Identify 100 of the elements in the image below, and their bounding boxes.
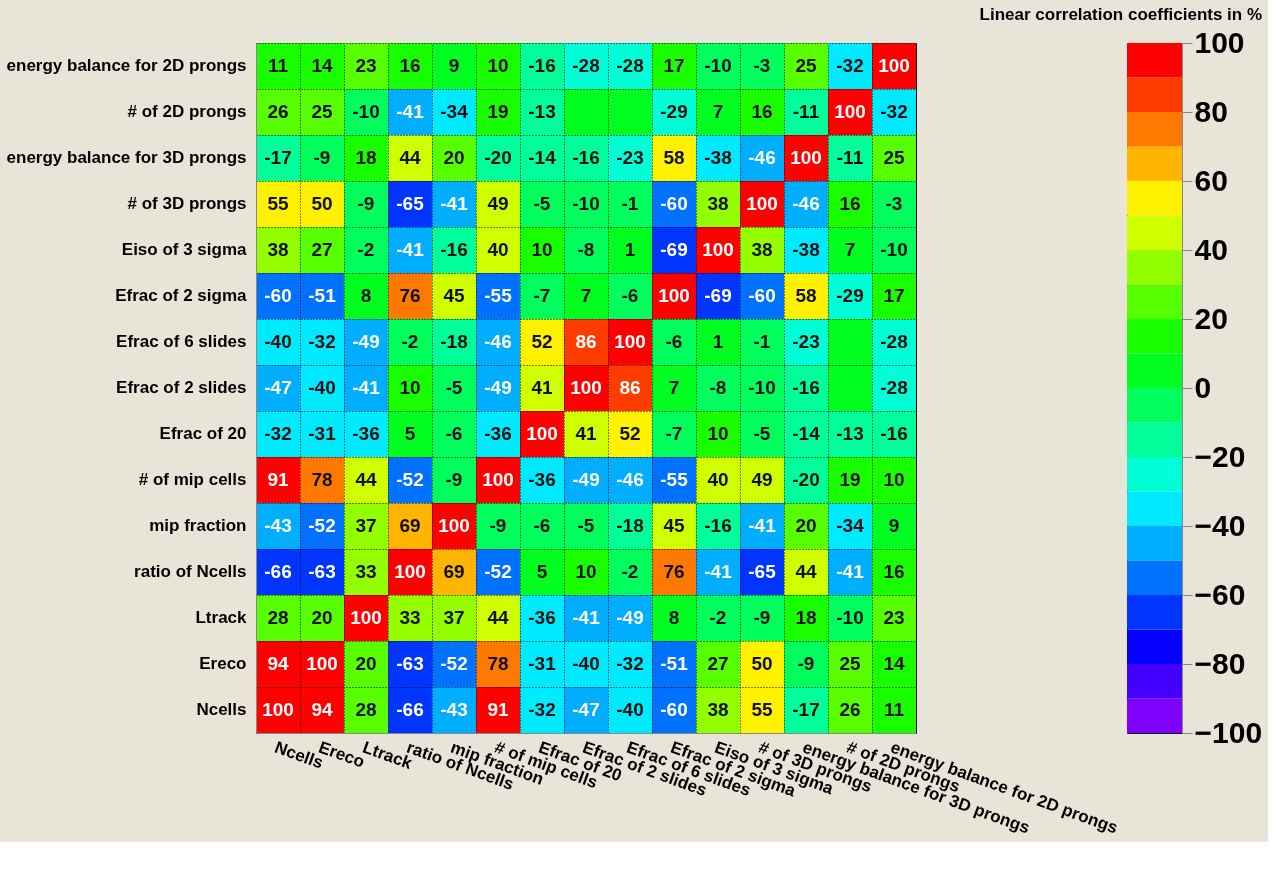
data-label: 100 [834, 101, 866, 122]
data-label: -13 [528, 101, 556, 122]
data-label: -3 [753, 55, 771, 76]
y-tick-label: Ncells [196, 700, 247, 719]
text: Linear correlation coefficients in % [979, 4, 1263, 24]
data-label: 19 [839, 469, 861, 490]
data-label: 1 [712, 331, 724, 352]
data-label: 7 [580, 285, 592, 306]
data-label: -66 [264, 561, 292, 582]
data-label: 11 [267, 55, 289, 76]
data-label: 20 [795, 515, 817, 536]
data-label: 17 [883, 285, 905, 306]
data-label: -6 [665, 331, 683, 352]
data-label: 100 [746, 193, 778, 214]
data-label: 52 [619, 423, 641, 444]
data-label: 37 [355, 515, 377, 536]
data-label: -69 [660, 239, 688, 260]
data-label: -11 [836, 147, 864, 168]
data-label: 10 [399, 377, 421, 398]
data-label: -32 [880, 101, 908, 122]
data-label: 10 [531, 239, 553, 260]
data-label: 14 [883, 653, 905, 674]
data-label: 10 [575, 561, 597, 582]
data-label: -31 [308, 423, 337, 444]
data-label: -31 [528, 653, 557, 674]
data-label: -10 [572, 193, 600, 214]
data-label: 25 [839, 653, 861, 674]
data-label: 20 [355, 653, 377, 674]
data-label: -49 [616, 607, 644, 628]
data-label: 41 [531, 377, 553, 398]
data-label: 55 [267, 193, 289, 214]
data-label: 25 [883, 147, 905, 168]
data-label: 100 [306, 653, 338, 674]
y-tick-label: Efrac of 20 [159, 424, 247, 443]
data-label: -47 [264, 377, 292, 398]
data-label: -3 [885, 193, 903, 214]
data-label: 8 [668, 607, 680, 628]
data-label: 76 [663, 561, 685, 582]
data-label: -5 [445, 377, 463, 398]
data-label: -43 [264, 515, 292, 536]
data-label: -9 [797, 653, 815, 674]
data-label: -63 [308, 561, 336, 582]
data-label: -1 [621, 193, 639, 214]
data-label: -46 [484, 331, 512, 352]
data-label: 78 [487, 653, 509, 674]
data-label: 44 [487, 607, 509, 628]
data-label: 100 [658, 285, 690, 306]
color-bar-label: 20 [1194, 301, 1228, 335]
data-label: 100 [394, 561, 426, 582]
data-label: 26 [267, 101, 289, 122]
y-tick-label: # of 2D prongs [127, 102, 247, 121]
data-label: -66 [396, 699, 424, 720]
data-label: -36 [484, 423, 512, 444]
data-label: -36 [352, 423, 380, 444]
data-label: -9 [445, 469, 463, 490]
data-label: -40 [308, 377, 336, 398]
data-label: 100 [614, 331, 646, 352]
data-label: 5 [536, 561, 548, 582]
data-label: 100 [790, 147, 822, 168]
data-label: -23 [792, 331, 820, 352]
data-label: -41 [704, 561, 733, 582]
data-label: -36 [528, 469, 556, 490]
y-tick-label: Efrac of 2 slides [116, 378, 247, 397]
data-label: -16 [704, 515, 732, 536]
data-label: 100 [482, 469, 514, 490]
data-label: -10 [880, 239, 908, 260]
data-label: 100 [526, 423, 558, 444]
data-label: -6 [445, 423, 463, 444]
data-label: -16 [528, 55, 556, 76]
data-label: -63 [396, 653, 424, 674]
data-label: -2 [401, 331, 419, 352]
data-label: 1 [624, 239, 636, 260]
data-label: -20 [792, 469, 820, 490]
data-label: 9 [448, 55, 460, 76]
data-label: 69 [399, 515, 421, 536]
data-label: 49 [751, 469, 773, 490]
data-label: -40 [616, 699, 644, 720]
data-label: -9 [313, 147, 331, 168]
data-label: 44 [355, 469, 377, 490]
data-label: 18 [795, 607, 817, 628]
data-label: -1 [753, 331, 771, 352]
data-label: -32 [616, 653, 644, 674]
data-label: 27 [311, 239, 333, 260]
data-label: -60 [748, 285, 776, 306]
data-label: -55 [484, 285, 513, 306]
data-label: -46 [748, 147, 776, 168]
data-label: -32 [528, 699, 556, 720]
data-label: -10 [836, 607, 864, 628]
data-label: 38 [751, 239, 773, 260]
data-label: -51 [660, 653, 689, 674]
data-label: -52 [396, 469, 424, 490]
data-label: 23 [883, 607, 905, 628]
data-label: -52 [440, 653, 468, 674]
data-label: -41 [396, 239, 425, 260]
data-label: -41 [352, 377, 381, 398]
data-label: 38 [267, 239, 289, 260]
data-label: 100 [262, 699, 294, 720]
data-label: 37 [443, 607, 465, 628]
data-label: 25 [311, 101, 333, 122]
data-label: -16 [572, 147, 600, 168]
